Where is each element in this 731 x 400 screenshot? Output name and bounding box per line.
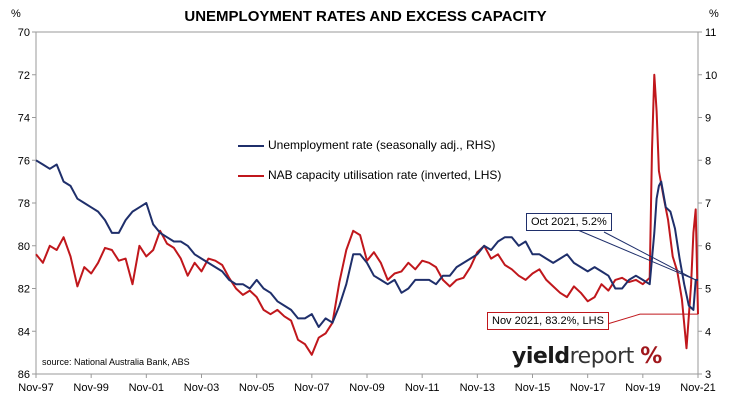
left-tick-label: 82 bbox=[18, 284, 30, 296]
chart-title: UNEMPLOYMENT RATES AND EXCESS CAPACITY bbox=[184, 8, 547, 25]
right-tick-label: 8 bbox=[705, 155, 711, 167]
x-tick-label: Nov-19 bbox=[625, 382, 660, 394]
legend-item-capacity: NAB capacity utilisation rate (inverted,… bbox=[238, 168, 501, 182]
x-tick-label: Nov-05 bbox=[239, 382, 274, 394]
left-tick-label: 76 bbox=[18, 155, 30, 167]
left-axis-unit: % bbox=[11, 8, 21, 20]
left-tick-label: 70 bbox=[18, 27, 30, 39]
legend-swatch-capacity bbox=[238, 174, 264, 177]
brand-symbol: % bbox=[640, 344, 662, 369]
callout-unemployment: Oct 2021, 5.2% bbox=[526, 213, 612, 231]
legend-label-unemployment: Unemployment rate (seasonally adj., RHS) bbox=[268, 138, 496, 152]
x-tick-label: Nov-97 bbox=[18, 382, 53, 394]
callout-capacity: Nov 2021, 83.2%, LHS bbox=[487, 312, 609, 330]
x-tick-label: Nov-11 bbox=[405, 382, 440, 394]
left-tick-label: 80 bbox=[18, 241, 30, 253]
right-tick-label: 11 bbox=[705, 27, 716, 39]
x-tick-label: Nov-99 bbox=[73, 382, 108, 394]
capacity-utilisation-line bbox=[35, 73, 699, 356]
x-tick-label: Nov-09 bbox=[349, 382, 384, 394]
right-tick-label: 5 bbox=[705, 284, 711, 296]
x-tick-label: Nov-07 bbox=[294, 382, 329, 394]
legend-item-unemployment: Unemployment rate (seasonally adj., RHS) bbox=[238, 138, 495, 152]
x-tick-label: Nov-13 bbox=[460, 382, 495, 394]
unemployment-line bbox=[35, 159, 698, 328]
source-note: source: National Australia Bank, ABS bbox=[42, 357, 190, 367]
legend-label-capacity: NAB capacity utilisation rate (inverted,… bbox=[268, 168, 502, 182]
right-tick-label: 10 bbox=[705, 70, 717, 82]
right-tick-label: 4 bbox=[705, 326, 711, 338]
callout-leader-unemployment bbox=[572, 227, 696, 281]
x-tick-label: Nov-15 bbox=[515, 382, 550, 394]
brand-part1: yield bbox=[512, 344, 570, 369]
right-tick-label: 9 bbox=[705, 113, 711, 125]
left-tick-label: 78 bbox=[18, 198, 30, 210]
callout-leader-capacity bbox=[603, 313, 698, 326]
right-axis-unit: % bbox=[709, 8, 719, 20]
right-tick-label: 6 bbox=[705, 241, 711, 253]
x-tick-label: Nov-01 bbox=[129, 382, 164, 394]
x-tick-label: Nov-03 bbox=[184, 382, 219, 394]
left-tick-label: 74 bbox=[18, 113, 30, 125]
left-tick-label: 86 bbox=[18, 369, 30, 381]
x-tick-label: Nov-21 bbox=[680, 382, 715, 394]
right-tick-label: 7 bbox=[705, 198, 711, 210]
left-tick-label: 84 bbox=[18, 326, 30, 338]
right-tick-label: 3 bbox=[705, 369, 711, 381]
left-tick-label: 72 bbox=[18, 70, 30, 82]
x-tick-label: Nov-17 bbox=[570, 382, 605, 394]
brand-logo: yieldreport % bbox=[512, 344, 662, 369]
legend-swatch-unemployment bbox=[238, 144, 264, 147]
brand-part2: report bbox=[569, 344, 635, 369]
